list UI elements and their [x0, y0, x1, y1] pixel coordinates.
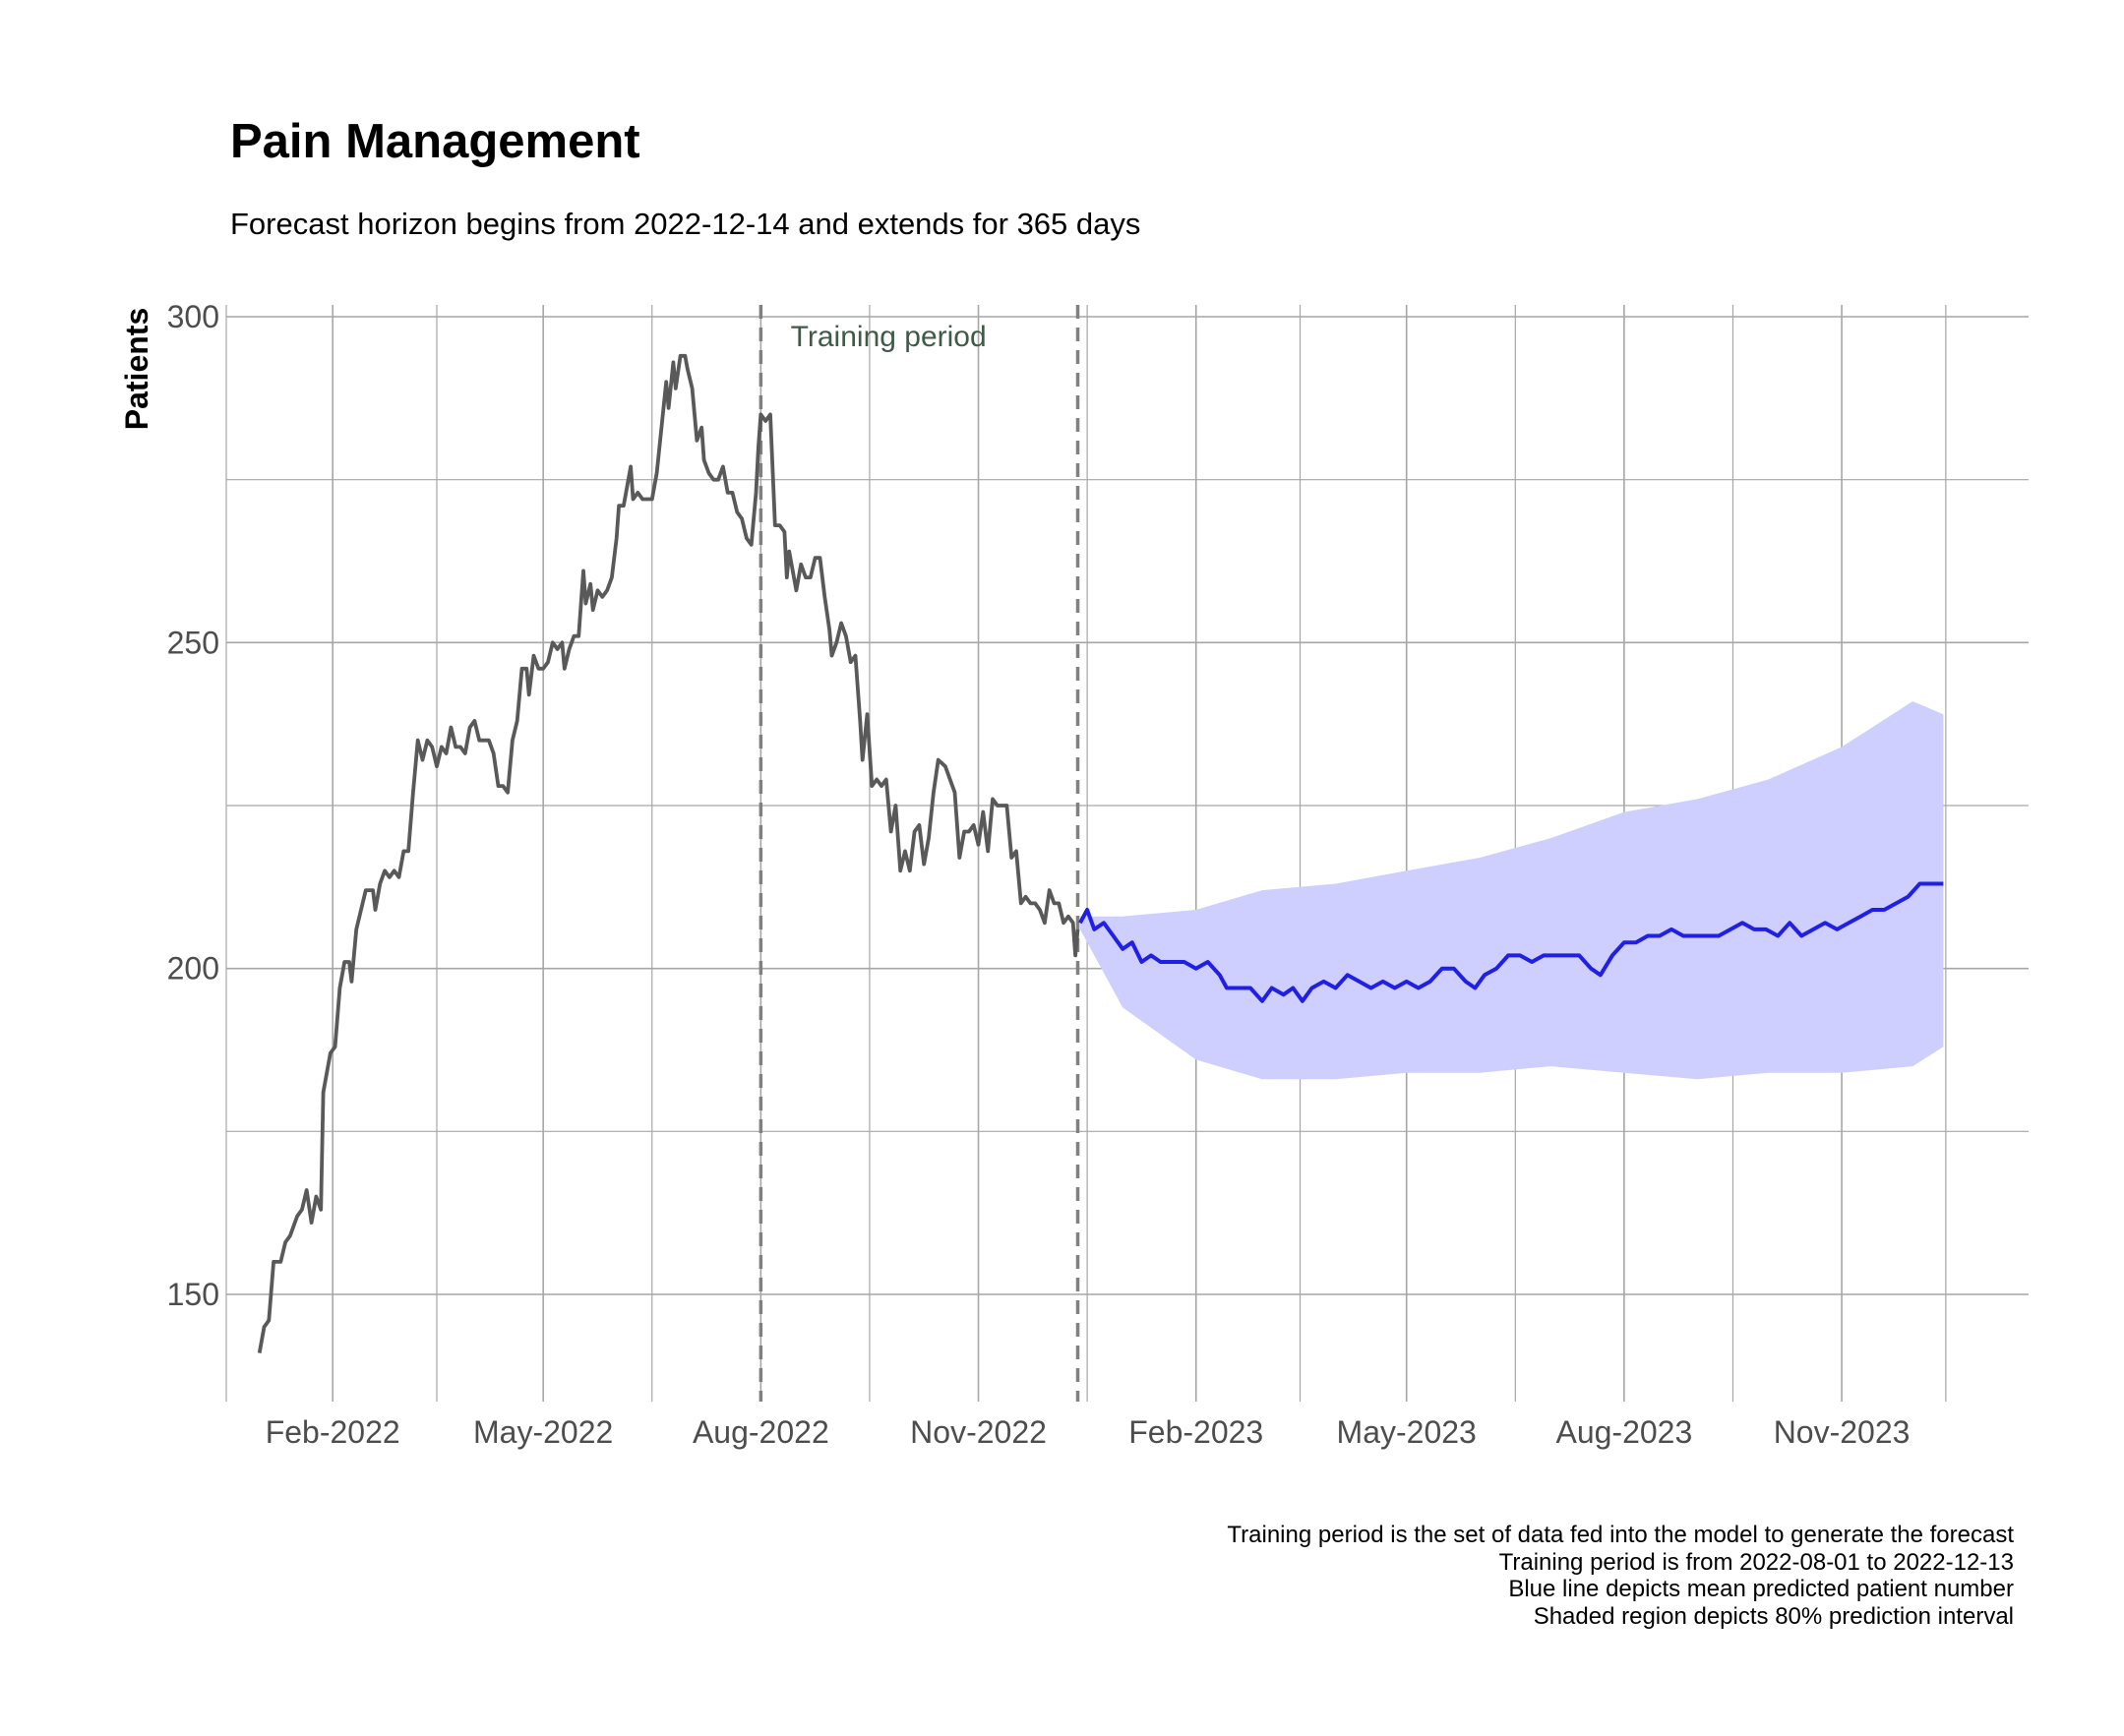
prediction-interval [1079, 701, 1944, 1080]
caption-line: Training period is the set of data fed i… [1227, 1522, 2014, 1548]
y-axis-title: Patients [119, 308, 154, 430]
x-tick-label: Aug-2022 [693, 1414, 829, 1450]
y-tick-label: 150 [167, 1277, 219, 1312]
caption-line: Training period is from 2022-08-01 to 20… [1498, 1548, 2014, 1576]
x-tick-label: Nov-2023 [1774, 1414, 1911, 1450]
caption-line: Blue line depicts mean predicted patient… [1508, 1576, 2014, 1602]
caption: Training period is the set of data fed i… [1227, 1522, 2014, 1630]
training-period-annotation: Training period [791, 321, 987, 353]
forecast-mean-line [1078, 881, 1944, 1003]
y-tick-label: 300 [167, 299, 219, 334]
chart-title: Pain Management [230, 115, 640, 168]
axis-labels: 150 200 250 300 Feb-2022 May-2022 Aug-2022 Nov-… [167, 299, 1911, 1450]
x-tick-label: Aug-2023 [1555, 1414, 1692, 1450]
observed-patients-line [257, 353, 1080, 1353]
prediction-interval-band [1079, 701, 1944, 1080]
x-tick-label: May-2023 [1337, 1414, 1477, 1450]
y-tick-label: 250 [167, 625, 219, 660]
series-lines [257, 353, 1944, 1353]
chart-subtitle: Forecast horizon begins from 2022-12-14 … [230, 207, 1141, 241]
x-tick-label: May-2022 [473, 1414, 613, 1450]
x-tick-label: Feb-2023 [1128, 1414, 1263, 1450]
y-tick-label: 200 [167, 951, 219, 987]
x-tick-label: Feb-2022 [266, 1414, 400, 1450]
training-period-markers [759, 305, 1080, 1402]
caption-line: Shaded region depicts 80% prediction int… [1533, 1602, 2014, 1630]
x-tick-label: Nov-2022 [910, 1414, 1047, 1450]
